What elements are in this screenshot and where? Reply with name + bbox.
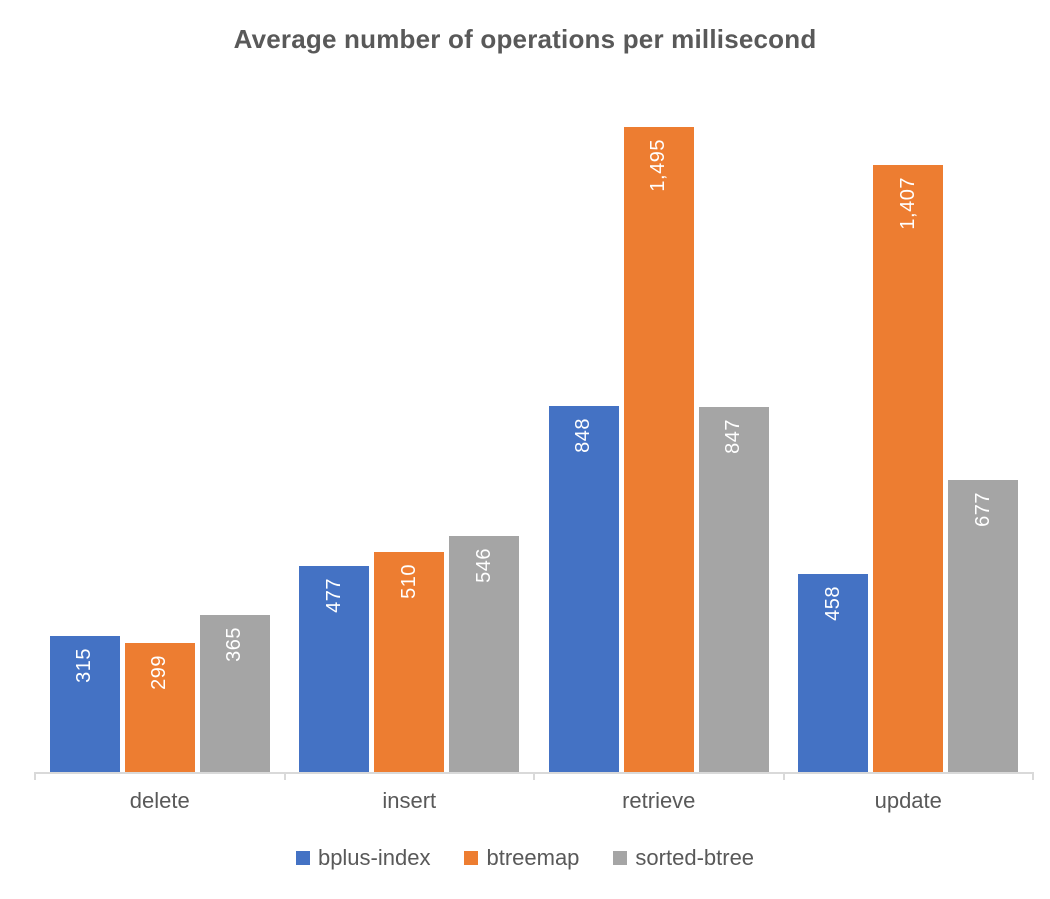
bar-value-label: 848 [572,418,595,453]
bar-value-label: 299 [148,655,171,690]
bar-value-label: 546 [472,548,495,583]
bar-value-label: 477 [322,578,345,613]
bar-value-label: 1,407 [896,177,919,230]
bar-sorted-btree-delete: 365 [199,615,270,772]
axis-tick [283,772,286,780]
legend-item-sorted-btree: sorted-btree [613,845,754,871]
bar-group-insert: 477 510 546 [285,115,535,772]
bar-group-update: 458 1,407 677 [784,115,1034,772]
bar-value-label: 510 [397,564,420,599]
bar-sorted-btree-update: 677 [948,480,1019,772]
bar-group-retrieve: 848 1,495 847 [534,115,784,772]
legend-item-bplus-index: bplus-index [295,845,431,871]
category-label-delete: delete [129,788,190,813]
bar-bplus-index-retrieve: 848 [548,406,619,772]
legend-label: bplus-index [317,845,431,870]
category-label-insert: insert [382,788,437,813]
bar-sorted-btree-insert: 546 [449,536,520,772]
bar-bplus-index-delete: 315 [49,636,120,772]
legend-swatch-icon [295,851,310,865]
legend-item-btreemap: btreemap [464,845,579,871]
bar-value-label: 458 [821,586,844,621]
category-label-update: update [874,788,942,813]
axis-tick [34,772,36,780]
plot-area: 315 299 365 477 510 546 848 1,495 847 458 1,407 677 [35,115,1033,774]
legend-label: sorted-btree [635,845,755,870]
bar-btreemap-insert: 510 [374,552,445,772]
chart-title: Average number of operations per millise… [233,24,817,54]
legend-swatch-icon [613,851,628,865]
bar-btreemap-update: 1,407 [873,165,944,772]
bar-btreemap-delete: 299 [124,643,195,772]
bar-sorted-btree-retrieve: 847 [698,407,769,772]
legend: bplus-index btreemap sorted-btree [0,845,1050,871]
bar-value-label: 315 [73,648,96,683]
bar-value-label: 677 [971,492,994,527]
axis-tick [1032,772,1034,780]
x-axis-category-labels: delete insert retrieve update [35,788,1033,814]
axis-tick [782,772,785,780]
bar-bplus-index-insert: 477 [299,566,370,772]
bar-value-label: 365 [223,627,246,662]
bar-bplus-index-update: 458 [798,574,869,772]
category-label-retrieve: retrieve [622,788,696,813]
bar-value-label: 847 [722,419,745,454]
bar-value-label: 1,495 [647,139,670,192]
bar-btreemap-retrieve: 1,495 [623,127,694,772]
legend-swatch-icon [464,851,479,865]
x-axis-line [34,772,1034,780]
axis-tick [533,772,535,780]
legend-label: btreemap [486,845,580,870]
bar-group-delete: 315 299 365 [35,115,285,772]
